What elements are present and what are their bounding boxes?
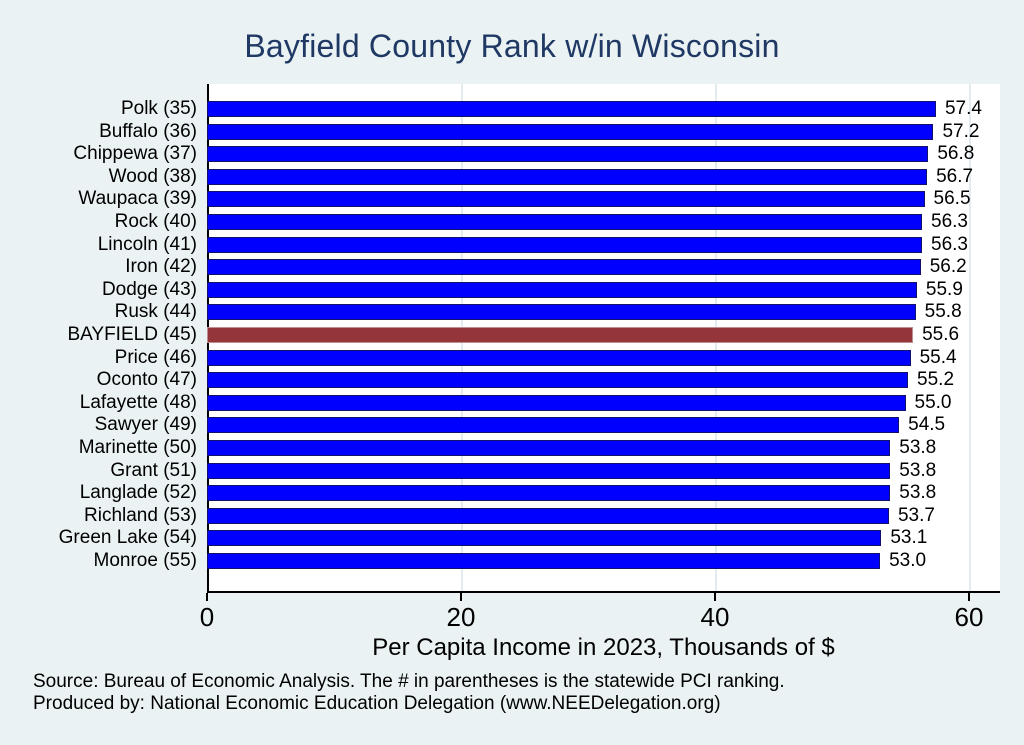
plot-area bbox=[207, 84, 1000, 593]
gridline-20 bbox=[461, 84, 463, 591]
category-label: Iron (42) bbox=[125, 256, 197, 278]
category-label: Grant (51) bbox=[110, 459, 197, 481]
category-label: Langlade (52) bbox=[79, 482, 197, 504]
category-label: Rusk (44) bbox=[114, 301, 197, 323]
footer-produced-line: Produced by: National Economic Education… bbox=[33, 693, 721, 714]
x-tick-20 bbox=[460, 593, 462, 601]
category-label: Monroe (55) bbox=[93, 550, 198, 571]
footer: Source: Bureau of Economic Analysis. The… bbox=[33, 671, 785, 715]
category-label: Lincoln (41) bbox=[97, 233, 197, 255]
x-tick-0 bbox=[206, 593, 208, 601]
gridline-60 bbox=[969, 84, 971, 591]
x-tick-40 bbox=[714, 593, 716, 601]
x-tick-60 bbox=[968, 593, 970, 601]
gridline-40 bbox=[715, 84, 717, 591]
x-tick-label-40: 40 bbox=[700, 602, 730, 632]
chart-title: Bayfield County Rank w/in Wisconsin bbox=[244, 28, 780, 64]
category-label: Lafayette (48) bbox=[79, 391, 197, 413]
category-label: Price (46) bbox=[114, 346, 197, 368]
category-label: Waupaca (39) bbox=[78, 188, 197, 210]
category-label: Dodge (43) bbox=[101, 278, 197, 300]
x-tick-label-60: 60 bbox=[954, 602, 984, 632]
x-tick-label-20: 20 bbox=[446, 602, 476, 632]
category-label: Green Lake (54) bbox=[58, 527, 197, 549]
category-label: Polk (35) bbox=[120, 98, 197, 119]
category-label: Oconto (47) bbox=[96, 369, 197, 391]
footer-source-line: Source: Bureau of Economic Analysis. The… bbox=[33, 671, 785, 692]
category-label: Wood (38) bbox=[108, 165, 197, 187]
category-label: Marinette (50) bbox=[78, 437, 197, 458]
category-label: BAYFIELD (45) bbox=[67, 324, 197, 345]
category-label: Chippewa (37) bbox=[73, 143, 197, 165]
category-label: Buffalo (36) bbox=[99, 120, 197, 142]
category-label: Rock (40) bbox=[114, 211, 197, 232]
x-tick-label-0: 0 bbox=[199, 602, 215, 632]
x-axis-title: Per Capita Income in 2023, Thousands of … bbox=[372, 634, 835, 661]
category-label: Richland (53) bbox=[84, 504, 197, 526]
category-label: Sawyer (49) bbox=[94, 414, 197, 436]
